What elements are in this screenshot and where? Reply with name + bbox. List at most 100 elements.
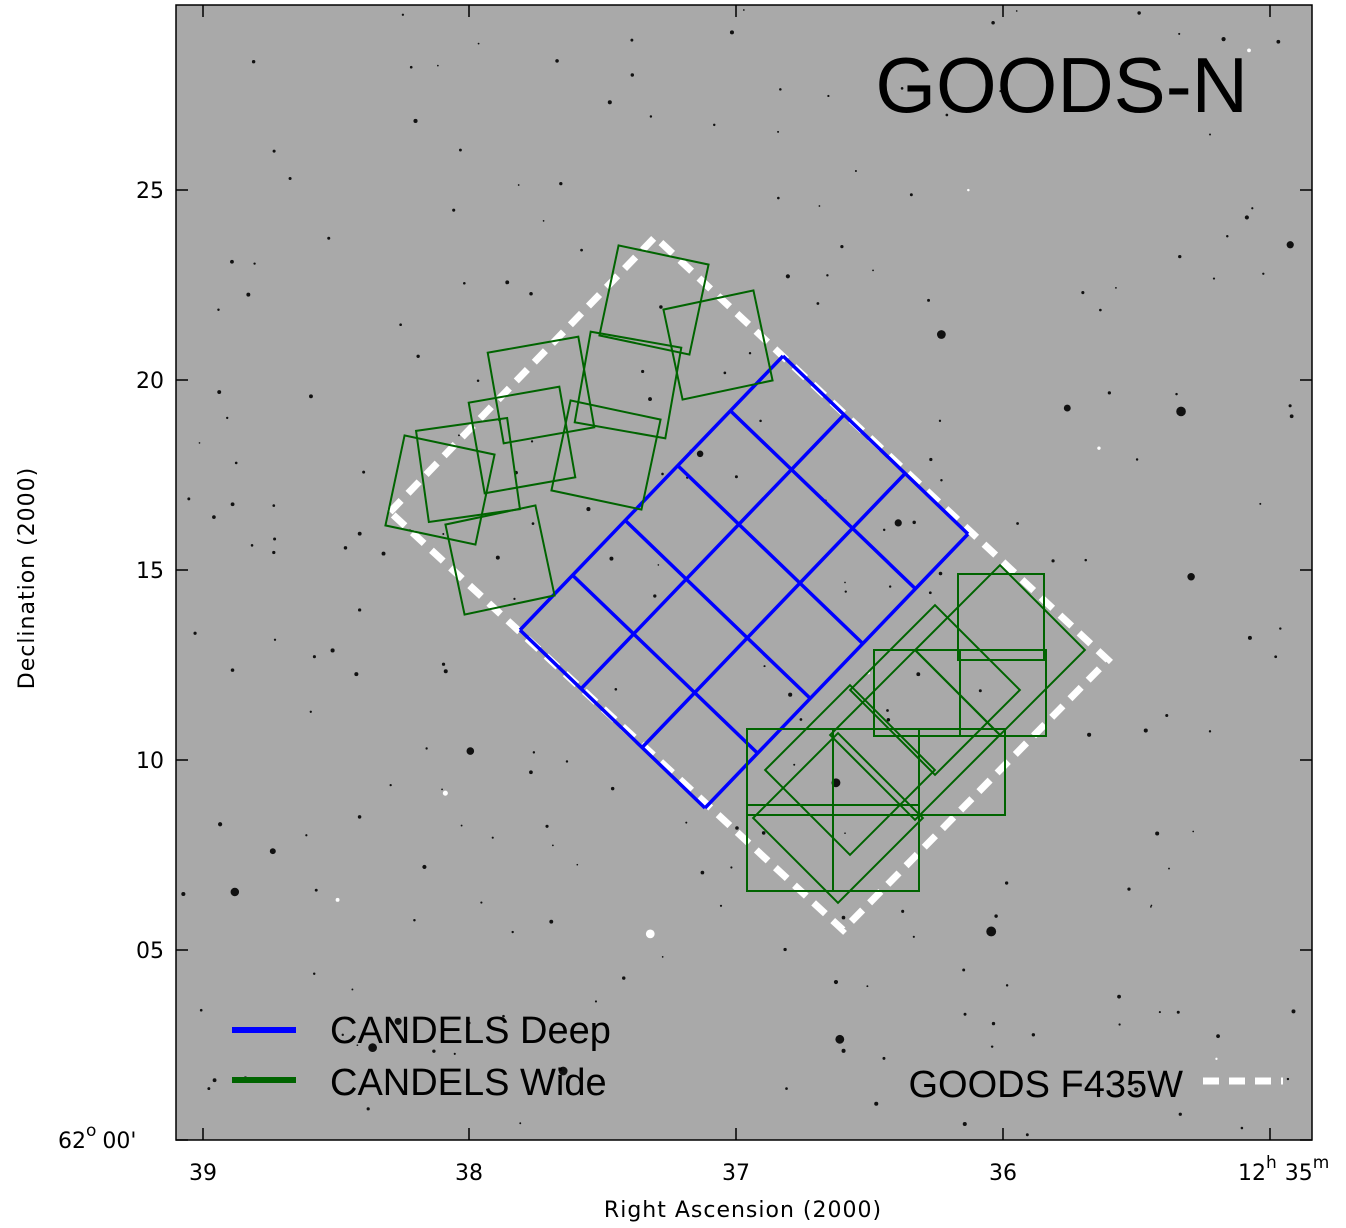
- star: [1081, 291, 1085, 295]
- star: [529, 770, 533, 775]
- star: [1178, 32, 1181, 35]
- star: [1274, 655, 1278, 659]
- star: [181, 891, 186, 897]
- x-tick-label: 39: [189, 1161, 217, 1186]
- deep-edge: [623, 519, 812, 700]
- star: [399, 323, 402, 327]
- tick-part: 62: [58, 1129, 86, 1154]
- star: [555, 59, 559, 63]
- star: [648, 397, 652, 401]
- star: [272, 149, 276, 153]
- star: [529, 291, 533, 296]
- star: [1192, 830, 1195, 833]
- star: [649, 115, 653, 118]
- star: [1084, 558, 1087, 562]
- star: [816, 302, 820, 305]
- star: [305, 834, 308, 837]
- star: [531, 522, 535, 525]
- wide-tile: [959, 649, 1047, 737]
- star: [886, 709, 889, 712]
- star: [409, 65, 413, 69]
- star: [645, 929, 655, 939]
- star: [630, 73, 635, 77]
- star: [187, 497, 191, 501]
- star: [719, 904, 723, 907]
- star: [565, 760, 569, 763]
- star: [217, 308, 220, 311]
- star: [938, 571, 943, 576]
- star: [785, 1087, 788, 1090]
- star: [1247, 48, 1251, 53]
- deep-edge: [518, 628, 707, 810]
- star: [799, 718, 803, 721]
- star: [1279, 627, 1282, 630]
- star: [1107, 391, 1111, 395]
- star: [872, 269, 874, 272]
- star: [841, 1048, 846, 1053]
- star: [1155, 831, 1160, 836]
- star: [1143, 728, 1148, 733]
- star: [1135, 458, 1139, 461]
- star: [748, 351, 752, 355]
- star: [818, 205, 821, 207]
- star: [777, 130, 780, 133]
- star: [441, 788, 443, 791]
- x-tick-label: 38: [455, 1161, 483, 1186]
- star: [761, 831, 766, 835]
- star: [1262, 272, 1265, 275]
- star: [886, 718, 891, 722]
- star: [882, 1056, 886, 1060]
- star: [381, 551, 386, 556]
- star: [1178, 254, 1182, 259]
- legend-goods: GOODS F435W: [909, 1064, 1184, 1106]
- star: [437, 64, 439, 67]
- star: [394, 1017, 402, 1025]
- star: [1187, 573, 1195, 581]
- star: [696, 450, 704, 458]
- star: [354, 672, 359, 677]
- star: [230, 887, 240, 897]
- star: [986, 926, 997, 937]
- stars: [181, 9, 1296, 1137]
- star: [783, 947, 787, 952]
- star: [576, 863, 579, 866]
- star: [912, 935, 915, 938]
- star: [759, 419, 762, 423]
- wide-tile: [662, 289, 774, 401]
- star: [1025, 1133, 1029, 1137]
- star: [909, 193, 913, 197]
- star: [207, 1087, 211, 1091]
- star: [1247, 635, 1252, 640]
- star: [1209, 133, 1211, 136]
- star: [999, 89, 1002, 93]
- star: [1150, 906, 1152, 908]
- star: [1099, 308, 1102, 312]
- star: [614, 687, 618, 691]
- tick-part: h: [1266, 1153, 1277, 1173]
- star: [594, 1000, 598, 1003]
- star: [272, 504, 276, 507]
- star: [734, 475, 738, 479]
- wide-tile: [384, 434, 496, 546]
- star: [1226, 235, 1229, 238]
- star: [874, 1101, 879, 1106]
- star: [389, 784, 392, 787]
- star: [251, 60, 256, 64]
- star: [991, 20, 995, 25]
- star: [1276, 39, 1281, 44]
- star: [742, 9, 745, 11]
- deep-edge: [729, 409, 917, 591]
- star: [1259, 502, 1262, 505]
- star: [442, 790, 448, 796]
- star: [929, 457, 933, 462]
- star: [659, 305, 663, 309]
- axes: [176, 5, 1312, 1141]
- star: [1087, 732, 1092, 737]
- star: [763, 665, 766, 668]
- star: [199, 1008, 203, 1012]
- star: [729, 30, 734, 35]
- star: [542, 220, 545, 222]
- star: [366, 1107, 370, 1111]
- star: [226, 416, 229, 420]
- star: [234, 461, 238, 465]
